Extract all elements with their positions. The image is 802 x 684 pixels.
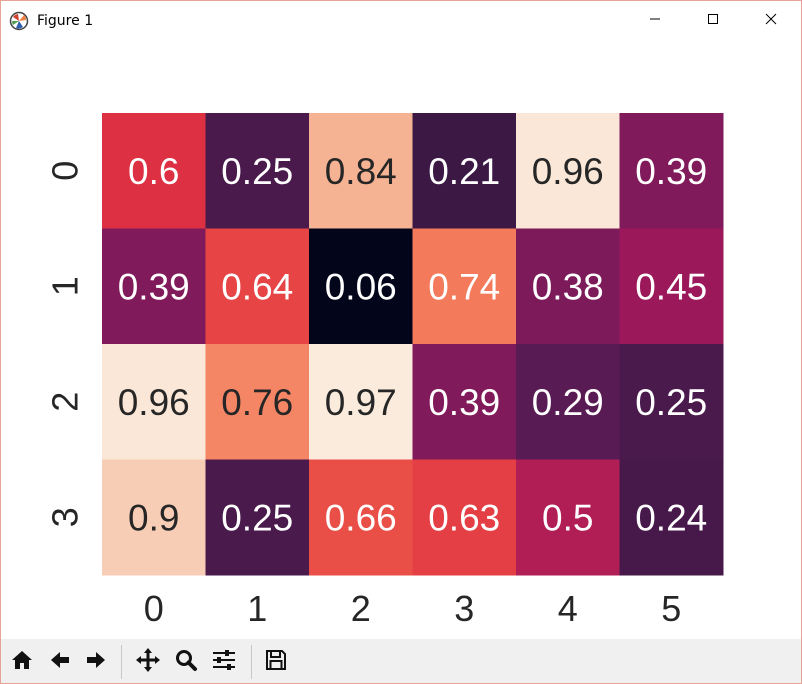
close-button[interactable] — [743, 1, 799, 41]
y-tick-label: 0 — [45, 161, 86, 181]
cell-annotation: 0.39 — [118, 266, 190, 307]
back-button[interactable] — [45, 647, 75, 677]
cell-annotation: 0.45 — [635, 266, 707, 307]
magnifier-icon — [174, 648, 198, 677]
y-tick-label: 2 — [45, 392, 86, 412]
cell-annotation: 0.84 — [325, 151, 397, 192]
heatmap-cell — [516, 459, 620, 576]
x-tick-label: 2 — [351, 588, 371, 629]
heatmap-cell — [205, 459, 310, 576]
move-arrows-icon — [135, 647, 161, 678]
zoom-button[interactable] — [171, 647, 201, 677]
heatmap-cell — [205, 344, 310, 460]
heatmap-cell — [412, 228, 517, 345]
heatmap-cell — [412, 459, 517, 576]
x-tick-label: 4 — [558, 588, 578, 629]
arrow-left-icon — [48, 648, 72, 677]
arrow-right-icon — [84, 648, 108, 677]
heatmap-cell — [412, 344, 517, 460]
cell-annotation: 0.39 — [428, 382, 500, 423]
title-bar[interactable]: Figure 1 — [1, 1, 801, 41]
cell-annotation: 0.06 — [325, 266, 397, 307]
heatmap-cell — [309, 344, 413, 460]
cell-annotation: 0.96 — [118, 382, 190, 423]
forward-button[interactable] — [81, 647, 111, 677]
cell-annotation: 0.76 — [221, 382, 293, 423]
x-tick-label: 1 — [247, 588, 267, 629]
cell-annotation: 0.63 — [428, 497, 500, 538]
save-button[interactable] — [261, 647, 291, 677]
cell-annotation: 0.74 — [428, 266, 500, 307]
cell-annotation: 0.39 — [635, 151, 707, 192]
maximize-button[interactable] — [685, 1, 741, 41]
cell-annotation: 0.6 — [128, 151, 179, 192]
cell-annotation: 0.66 — [325, 497, 397, 538]
heatmap-cell — [102, 459, 206, 576]
heatmap-cell — [309, 113, 413, 229]
sliders-icon — [211, 648, 237, 677]
heatmap-cell — [102, 228, 206, 345]
window-title: Figure 1 — [37, 13, 94, 29]
heatmap-cell — [516, 228, 620, 345]
y-tick-label: 3 — [45, 507, 86, 527]
y-tick-label: 1 — [45, 276, 86, 296]
heatmap-cell — [619, 113, 724, 229]
home-button[interactable] — [7, 647, 37, 677]
heatmap-cell — [309, 228, 413, 345]
cell-annotation: 0.24 — [635, 497, 707, 538]
x-tick-label: 0 — [144, 588, 164, 629]
heatmap-cell — [102, 113, 206, 229]
maximize-icon — [707, 12, 719, 30]
heatmap-cell — [516, 344, 620, 460]
minimize-button[interactable] — [627, 1, 683, 41]
cell-annotation: 0.9 — [128, 497, 179, 538]
cell-annotation: 0.97 — [325, 382, 397, 423]
cell-annotation: 0.29 — [532, 382, 604, 423]
navigation-toolbar — [1, 639, 801, 683]
cell-annotation: 0.38 — [532, 266, 604, 307]
cell-annotation: 0.25 — [221, 151, 293, 192]
cell-annotation: 0.25 — [221, 497, 293, 538]
figure-canvas[interactable]: 0.6 0.25 0.84 0.21 0.96 0.39 0.39 0.64 0.06 0.74 0… — [1, 41, 801, 639]
matplotlib-logo-icon — [9, 11, 29, 31]
floppy-disk-icon — [264, 648, 288, 677]
heatmap-cell — [516, 113, 620, 229]
heatmap-cell — [205, 228, 310, 345]
home-icon — [10, 648, 34, 677]
x-tick-label: 5 — [661, 588, 681, 629]
minimize-icon — [649, 12, 661, 30]
heatmap-cell — [102, 344, 206, 460]
x-tick-label: 3 — [454, 588, 474, 629]
toolbar-separator — [251, 645, 252, 679]
heatmap-cell — [412, 113, 517, 229]
cell-annotation: 0.64 — [221, 266, 293, 307]
toolbar-separator — [121, 645, 122, 679]
cell-annotation: 0.25 — [635, 382, 707, 423]
configure-subplots-button[interactable] — [209, 647, 239, 677]
cell-annotation: 0.21 — [428, 151, 500, 192]
heatmap-chart: 0.6 0.25 0.84 0.21 0.96 0.39 0.39 0.64 0.06 0.74 0… — [45, 113, 724, 629]
heatmap-cell — [619, 228, 724, 345]
cell-annotation: 0.5 — [542, 497, 593, 538]
heatmap-cell — [309, 459, 413, 576]
heatmap-cell — [619, 344, 724, 460]
cell-annotation: 0.96 — [532, 151, 604, 192]
heatmap-cell — [205, 113, 310, 229]
pan-button[interactable] — [133, 647, 163, 677]
close-icon — [765, 12, 777, 30]
heatmap-cell — [619, 459, 724, 576]
